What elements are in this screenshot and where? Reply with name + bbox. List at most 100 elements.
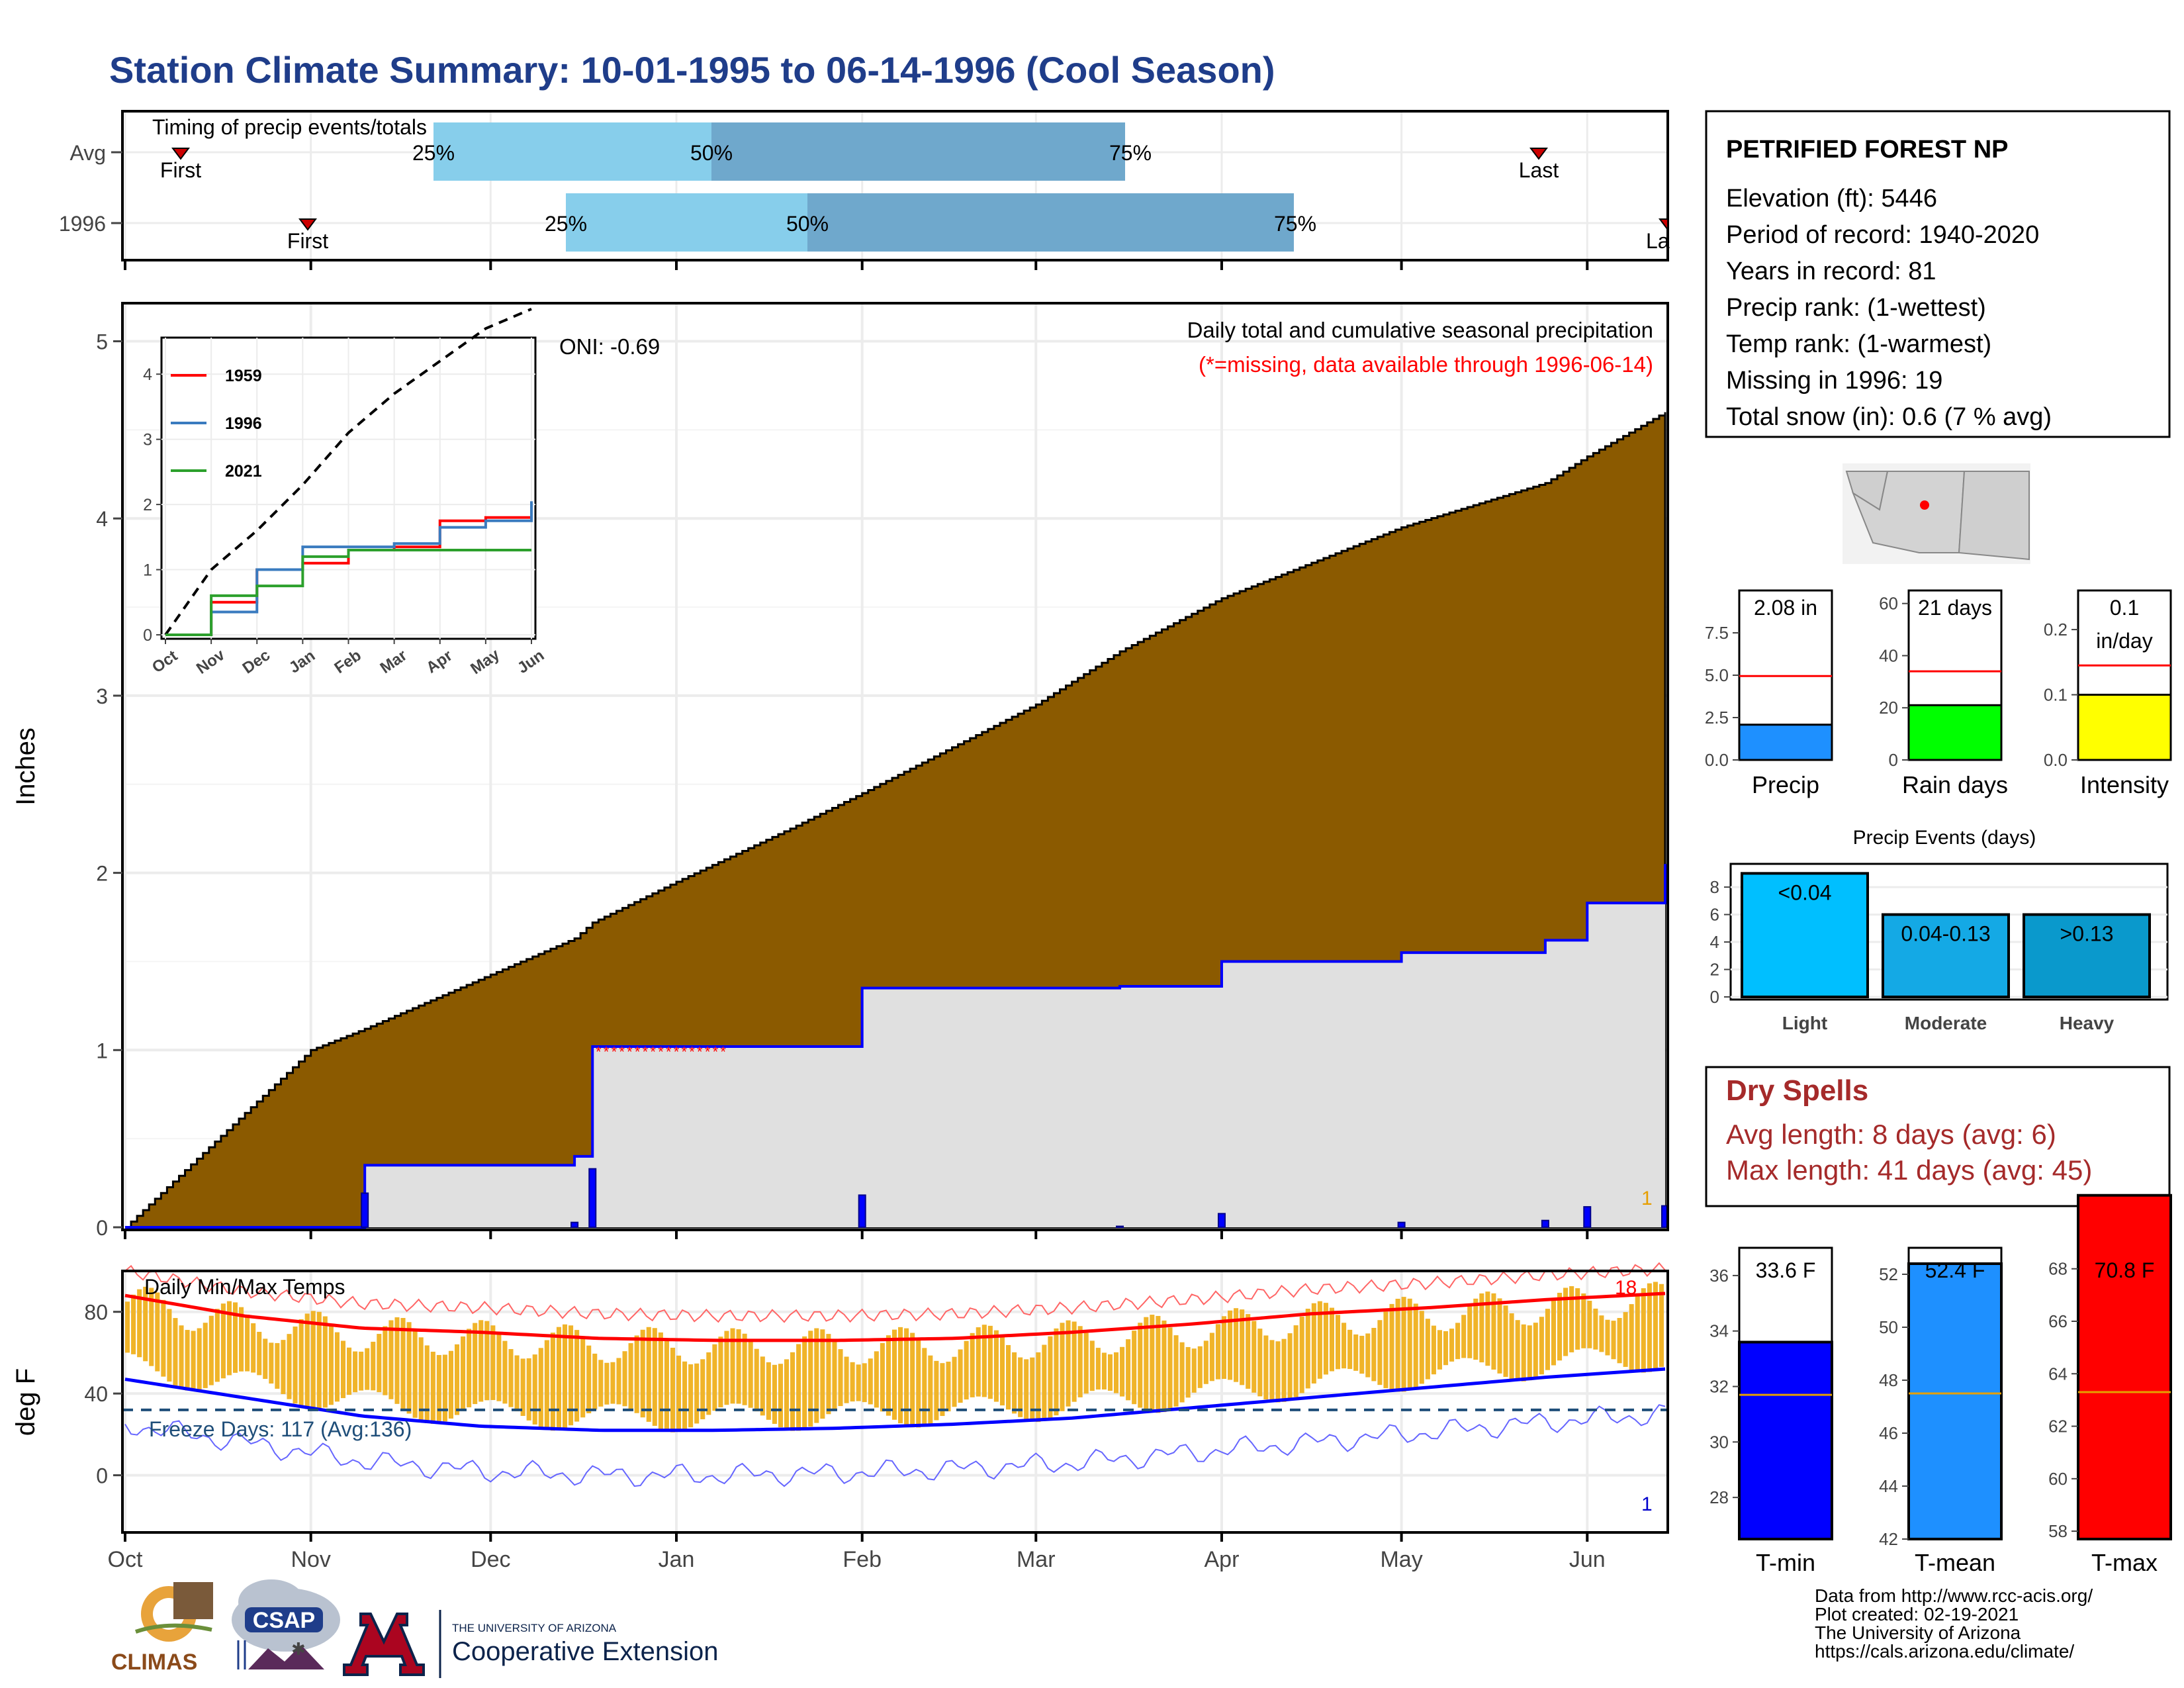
daily-temp-bar	[946, 1362, 951, 1412]
daily-temp-bar	[832, 1340, 837, 1410]
daily-temp-bar	[1311, 1303, 1316, 1384]
oni-label: ONI: -0.69	[559, 334, 660, 359]
daily-temp-bar	[1575, 1288, 1580, 1350]
temp-summary-name: T-min	[1756, 1549, 1815, 1576]
daily-temp-bar	[580, 1336, 586, 1418]
daily-temp-bar	[760, 1356, 765, 1416]
daily-temp-bar	[1557, 1292, 1563, 1361]
events-category-label: Moderate	[1905, 1013, 1987, 1033]
daily-temp-bar	[1083, 1333, 1089, 1394]
daily-temp-bar	[155, 1292, 160, 1372]
daily-temp-bar	[916, 1340, 921, 1428]
missing-marker: *	[689, 1043, 695, 1060]
daily-temp-bar	[1461, 1315, 1467, 1358]
daily-temp-bar	[502, 1340, 508, 1404]
daily-temp-bar	[232, 1302, 238, 1373]
observed-precip-area	[125, 864, 1665, 1227]
daily-temp-bar	[814, 1328, 819, 1423]
daily-temp-bar	[1395, 1298, 1400, 1392]
daily-temp-bar	[1491, 1293, 1496, 1370]
daily-temp-bar	[1305, 1309, 1310, 1389]
daily-temp-bar	[508, 1348, 514, 1407]
precip-right-label: 1	[1641, 1188, 1653, 1209]
daily-temp-bar	[1329, 1307, 1335, 1372]
temp-summary-ytick-label: 34	[1709, 1321, 1729, 1341]
daily-temp-bar	[718, 1336, 723, 1408]
daily-temp-bar	[424, 1345, 430, 1423]
daily-temp-bar	[125, 1301, 130, 1353]
daily-temp-bar	[1293, 1325, 1298, 1397]
daily-temp-bar	[970, 1333, 975, 1397]
daily-temp-bar	[1347, 1329, 1353, 1370]
daily-temp-bar	[167, 1309, 172, 1382]
daily-temp-bar	[940, 1363, 945, 1417]
daily-temp-bar	[1545, 1309, 1550, 1370]
station-name: PETRIFIED FOREST NP	[1726, 136, 2008, 164]
daily-temp-bar	[203, 1323, 208, 1388]
daily-temp-bar	[784, 1359, 790, 1430]
daily-temp-bar	[856, 1364, 861, 1401]
events-bar-label: >0.13	[2060, 922, 2114, 946]
temp-summary-t-min: 28 30 32 34 36 33.6 F T-min	[1709, 1246, 1833, 1576]
inset-series-line-1996	[165, 501, 533, 636]
daily-temp-bar	[1401, 1297, 1406, 1392]
daily-temp-bar	[334, 1332, 340, 1402]
daily-temp-bar	[604, 1362, 610, 1405]
daily-temp-bar	[406, 1322, 412, 1414]
daily-temp-bar	[1006, 1344, 1011, 1410]
daily-temp-bar	[281, 1340, 286, 1394]
record-max-line	[124, 1262, 1666, 1323]
small-bar-ytick-label: 0.0	[1705, 750, 1729, 770]
events-bar-heavy	[2023, 913, 2151, 999]
avg-last-label: Last	[1519, 158, 1559, 182]
temp-summary-ytick-label: 48	[1879, 1370, 1898, 1390]
daily-temp-bar	[1617, 1318, 1622, 1364]
daily-temp-bar	[1431, 1325, 1436, 1375]
daily-temp-bar	[436, 1354, 441, 1424]
daily-precip-bar	[1541, 1219, 1549, 1229]
daily-temp-bar	[304, 1313, 310, 1409]
ua-label-line1: THE UNIVERSITY OF ARIZONA	[452, 1622, 617, 1634]
temp-xtick-label: Feb	[842, 1547, 882, 1572]
daily-temp-bar	[658, 1332, 663, 1429]
csap-logo: CSAP ✱	[232, 1579, 340, 1669]
small-bar-value-label: 21 days	[1918, 596, 1992, 620]
daily-temp-bar	[796, 1344, 801, 1431]
small-bar-ytick-label: 40	[1879, 645, 1898, 665]
daily-temp-bar	[1641, 1288, 1646, 1373]
daily-temp-bar	[1144, 1317, 1149, 1411]
temp-summary-ytick-label: 66	[2048, 1311, 2068, 1331]
daily-temp-bar	[257, 1331, 262, 1376]
temp-summary-name: T-mean	[1915, 1549, 1995, 1576]
daily-temp-bar	[514, 1355, 520, 1412]
daily-temp-bar	[520, 1358, 525, 1416]
daily-temp-bar	[394, 1317, 400, 1404]
daily-temp-bar	[1095, 1348, 1101, 1390]
credit-line-1: Data from http://www.rcc-acis.org/	[1815, 1585, 2093, 1606]
avg-q75-label: 75%	[1109, 141, 1152, 165]
daily-temp-bar	[1101, 1352, 1107, 1390]
small-bar-ytick-label: 5.0	[1705, 665, 1729, 685]
daily-temp-bar	[353, 1351, 358, 1393]
daily-temp-bar	[1383, 1311, 1388, 1389]
daily-temp-bar	[1269, 1340, 1275, 1402]
small-bar-name: Rain days	[1902, 771, 2008, 798]
small-bar-name: Precip	[1752, 771, 1819, 798]
record-min-line	[124, 1404, 1666, 1487]
1996-q25-q50-bar	[566, 193, 807, 252]
daily-temp-bar	[1126, 1339, 1131, 1401]
daily-temp-bar	[1018, 1357, 1023, 1417]
daily-temp-bar	[1521, 1324, 1526, 1382]
avg-q25-q50-bar	[433, 122, 711, 181]
daily-temp-bar	[1539, 1317, 1544, 1375]
avg-last-marker	[1529, 148, 1548, 160]
daily-temp-bar	[1107, 1354, 1113, 1391]
daily-temp-bar	[1240, 1309, 1245, 1385]
daily-temp-bar	[730, 1328, 735, 1404]
precip-ytick-label: 1	[96, 1039, 108, 1062]
daily-temp-bar	[1054, 1328, 1059, 1416]
station-line-7: Total snow (in): 0.6 (7 % avg)	[1726, 403, 2052, 431]
small-bar-chart-intensity: 0.0 0.1 0.2 0.1 in/day Intensity	[2044, 589, 2172, 798]
events-bar-label: 0.04-0.13	[1901, 922, 1990, 946]
